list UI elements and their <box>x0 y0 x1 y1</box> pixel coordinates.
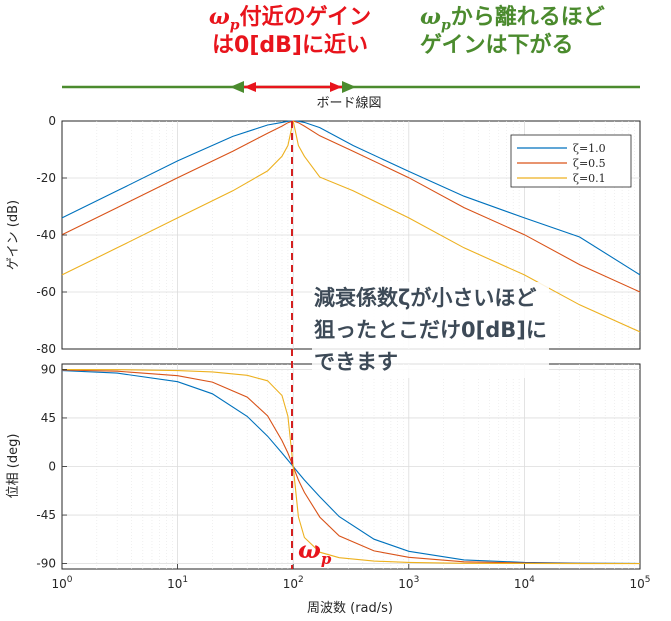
y-tick-label: 0 <box>48 460 56 474</box>
series-line-2 <box>61 120 641 293</box>
series-line-2 <box>61 369 641 565</box>
x-tick-label: 105 <box>629 575 650 591</box>
legend-label: ζ=1.0 <box>573 142 606 155</box>
x-tick-label: 102 <box>283 575 304 591</box>
damping-note-line1: 減衰係数ζが小さいほど <box>314 286 537 310</box>
gain-series-group <box>61 120 641 333</box>
red-annotation-line2: は0[dB]に近い <box>212 33 368 59</box>
y-tick-label: -90 <box>36 557 56 571</box>
series-line-3 <box>61 120 641 333</box>
green-annotation-line1-text: から離れるほど <box>450 5 605 30</box>
gain-axes: 0 -20 -40 -60 -80 ゲイン (dB) ζ=1.0 ζ=0.5 ζ=0.1 <box>6 114 641 356</box>
green-annotation-line2: ゲインは下がる <box>420 33 574 59</box>
green-annotation: ωpから離れるほど ゲインは下がる <box>420 4 670 59</box>
series-line-3 <box>61 368 640 565</box>
omega-symbol: ω <box>420 4 441 30</box>
phase-grid <box>62 364 640 569</box>
y-tick-label: 45 <box>41 411 56 425</box>
x-tick-label: 103 <box>398 575 419 591</box>
green-annotation-line1: ωpから離れるほど <box>420 4 670 34</box>
omega-subscript: p <box>229 17 240 34</box>
y-tick-label: -40 <box>36 228 56 242</box>
range-arrow-green <box>62 81 640 93</box>
wp-marker-label: ωp <box>298 536 331 568</box>
red-annotation-line1: ωp付近のゲイン <box>190 4 390 34</box>
x-tick-label: 104 <box>514 575 535 591</box>
phase-x-ticks: 100 101 102 103 104 105 <box>51 564 651 591</box>
gain-y-axis-label: ゲイン (dB) <box>6 200 21 270</box>
legend-items: ζ=1.0 ζ=0.5 ζ=0.1 <box>517 142 606 185</box>
damping-note-line2: 狙ったとこだけ0[dB]に <box>314 318 547 342</box>
x-axis-label: 周波数 (rad/s) <box>307 601 393 616</box>
omega-subscript: p <box>440 17 451 34</box>
figure-title: ボード線図 <box>316 95 381 111</box>
phase-y-axis-label: 位相 (deg) <box>6 434 21 499</box>
y-tick-label: 90 <box>41 362 56 376</box>
omega-subscript: p <box>320 549 332 568</box>
legend: ζ=1.0 ζ=0.5 ζ=0.1 <box>510 134 632 188</box>
gain-y-ticks: 0 -20 -40 -60 -80 <box>36 114 67 356</box>
legend-label: ζ=0.1 <box>573 172 606 185</box>
y-tick-label: -60 <box>36 285 56 299</box>
omega-symbol: ω <box>208 4 230 30</box>
x-tick-label: 100 <box>51 575 72 591</box>
damping-note-line3: できます <box>314 350 398 374</box>
omega-symbol: ω <box>298 535 321 564</box>
y-tick-label: -80 <box>36 342 56 356</box>
phase-series-group <box>61 368 641 565</box>
damping-note: 減衰係数ζが小さいほど 狙ったとこだけ0[dB]に できます <box>312 282 549 378</box>
series-line-1 <box>61 370 641 565</box>
red-annotation-line1-text: 付近のゲイン <box>239 5 372 30</box>
range-arrow-red <box>244 82 342 92</box>
phase-y-ticks: 90 45 0 -45 -90 <box>36 362 67 571</box>
x-tick-label: 101 <box>167 575 188 591</box>
y-tick-label: -45 <box>36 508 56 522</box>
legend-box <box>510 134 632 188</box>
legend-label: ζ=0.5 <box>573 157 606 170</box>
y-tick-label: 0 <box>48 114 56 128</box>
series-line-1 <box>61 120 641 276</box>
red-annotation: ωp付近のゲイン は0[dB]に近い <box>190 4 390 59</box>
y-tick-label: -20 <box>36 171 56 185</box>
